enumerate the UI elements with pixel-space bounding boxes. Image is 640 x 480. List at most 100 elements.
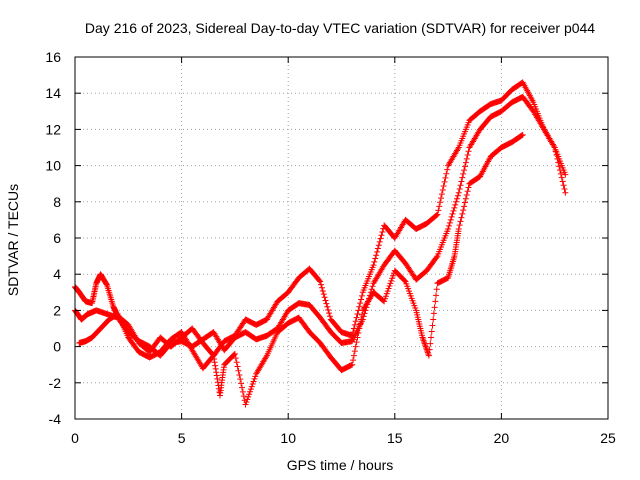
data-point [421, 340, 428, 347]
data-point [376, 238, 383, 245]
data-point [246, 391, 253, 398]
data-point [240, 393, 247, 400]
data-point [551, 144, 558, 151]
data-point [211, 359, 218, 366]
data-point [462, 159, 469, 166]
data-point [438, 191, 445, 198]
y-axis-label: SDTVAR / TECUs [5, 184, 21, 296]
data-point [371, 258, 378, 265]
data-point [425, 352, 432, 359]
data-point [374, 248, 381, 255]
data-point [357, 300, 364, 307]
data-point [379, 228, 386, 235]
data-point [457, 182, 464, 189]
data-point [401, 277, 408, 284]
data-point [234, 363, 241, 370]
data-point [440, 182, 447, 189]
data-point [323, 300, 330, 307]
data-point [369, 283, 376, 290]
data-point [557, 167, 564, 174]
data-point [461, 199, 468, 206]
data-point [432, 298, 439, 305]
data-point [433, 286, 440, 293]
data-point [441, 178, 448, 185]
data-point [239, 388, 246, 395]
data-point [433, 254, 440, 261]
data-point [245, 393, 252, 400]
x-tick-label: 25 [600, 430, 616, 446]
data-point [560, 182, 567, 189]
y-tick-label: 2 [53, 302, 61, 318]
data-point [244, 396, 251, 403]
data-point [358, 316, 365, 323]
data-point [428, 334, 435, 341]
data-point [461, 163, 468, 170]
data-point [434, 211, 441, 218]
data-point [557, 170, 564, 177]
data-point [358, 292, 365, 299]
data-point [381, 298, 388, 305]
data-point [450, 207, 457, 214]
data-point [238, 380, 245, 387]
data-point [355, 330, 362, 337]
data-point [453, 198, 460, 205]
data-point [433, 212, 440, 219]
data-point [378, 232, 385, 239]
data-point [420, 337, 427, 344]
y-tick-label: -4 [49, 411, 62, 427]
data-point [353, 339, 360, 346]
data-point [372, 255, 379, 262]
data-point [352, 318, 359, 325]
data-point [324, 303, 331, 310]
data-point [439, 187, 446, 194]
data-point [448, 213, 455, 220]
data-point [518, 132, 525, 139]
data-point [436, 203, 443, 210]
data-point [356, 303, 363, 310]
y-tick-label: 14 [45, 85, 61, 101]
x-tick-label: 5 [178, 430, 186, 446]
data-point [433, 292, 440, 299]
y-tick-label: 0 [53, 339, 61, 355]
data-point [326, 313, 333, 320]
data-point [383, 290, 390, 297]
data-point [374, 245, 381, 252]
data-point [251, 375, 258, 382]
data-point [235, 367, 242, 374]
data-point [321, 294, 328, 301]
plot-frame [74, 56, 609, 420]
data-point [454, 192, 461, 199]
data-point [519, 131, 526, 138]
data-point [358, 296, 365, 303]
data-point [427, 340, 434, 347]
data-point [382, 293, 389, 300]
data-point [449, 210, 456, 217]
data-point [211, 355, 218, 362]
data-point [422, 342, 429, 349]
data-point [351, 321, 358, 328]
data-point [421, 339, 428, 346]
data-point [320, 291, 327, 298]
data-point [322, 297, 329, 304]
data-point [446, 219, 453, 226]
x-tick-label: 15 [387, 430, 403, 446]
data-point [553, 152, 560, 159]
data-point [349, 361, 356, 368]
data-point [354, 311, 361, 318]
data-point [437, 199, 444, 206]
data-point [358, 311, 365, 318]
data-point [442, 174, 449, 181]
x-tick-label: 0 [71, 430, 79, 446]
data-point [103, 281, 110, 288]
data-point [353, 314, 360, 321]
data-point [389, 275, 396, 282]
data-point [212, 362, 219, 369]
data-point [382, 295, 389, 302]
data-point [426, 346, 433, 353]
data-point [316, 277, 323, 284]
data-point [425, 351, 432, 358]
data-point [375, 242, 382, 249]
data-point [350, 352, 357, 359]
data-point [460, 170, 467, 177]
data-point [423, 345, 430, 352]
